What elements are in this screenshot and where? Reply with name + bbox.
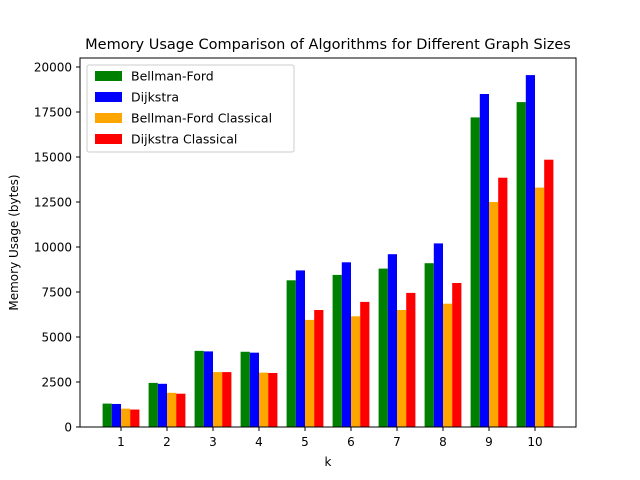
bar-dijkstra-k10 [525, 75, 535, 427]
bar-dijkstra-classical-k7 [406, 292, 416, 427]
bar-dijkstra-k7 [387, 254, 397, 427]
x-tick-label: 4 [255, 435, 263, 449]
legend-label: Dijkstra [131, 90, 179, 105]
x-tick-label: 1 [117, 435, 125, 449]
plot-bars [102, 75, 554, 428]
bar-bellman-ford-classical-k6 [351, 316, 361, 427]
bar-bellman-ford-classical-k2 [167, 392, 177, 427]
bar-bellman-ford-k2 [148, 382, 158, 427]
x-tick-label: 6 [347, 435, 355, 449]
y-tick-label: 12500 [34, 196, 72, 210]
bar-bellman-ford-classical-k5 [305, 319, 315, 427]
y-axis-label: Memory Usage (bytes) [7, 174, 21, 310]
x-axis-label: k [325, 455, 332, 469]
bar-dijkstra-classical-k8 [452, 283, 462, 427]
legend: Bellman-Ford Dijkstra Bellman-Ford Classic… [86, 64, 295, 153]
bar-dijkstra-k9 [479, 94, 489, 427]
bar-dijkstra-classical-k6 [360, 301, 370, 427]
bar-bellman-ford-classical-k8 [443, 303, 453, 427]
bar-bellman-ford-classical-k7 [397, 310, 407, 427]
y-tick-label: 5000 [41, 331, 72, 345]
bar-dijkstra-classical-k10 [544, 159, 554, 427]
bar-bellman-ford-k10 [516, 102, 526, 427]
bar-bellman-ford-k9 [470, 117, 480, 428]
bar-dijkstra-classical-k4 [268, 373, 278, 427]
y-axis-ticks: 0 2500 5000 7500 10000 12500 15000 17500 20000 [34, 61, 80, 435]
bar-dijkstra-classical-k2 [176, 393, 186, 427]
y-tick-label: 17500 [34, 106, 72, 120]
bar-dijkstra-classical-k5 [314, 310, 324, 427]
x-tick-label: 7 [393, 435, 401, 449]
bar-bellman-ford-classical-k1 [121, 408, 131, 427]
bar-dijkstra-k6 [341, 262, 351, 427]
bar-dijkstra-k5 [295, 270, 305, 427]
x-tick-label: 5 [301, 435, 309, 449]
bar-bellman-ford-k4 [240, 351, 250, 427]
legend-swatch [95, 134, 122, 144]
bar-bellman-ford-classical-k3 [213, 372, 223, 427]
bar-bellman-ford-classical-k10 [535, 187, 545, 427]
bar-dijkstra-k8 [433, 243, 443, 427]
x-tick-label: 8 [439, 435, 447, 449]
bar-bellman-ford-k7 [378, 268, 388, 427]
bar-bellman-ford-k1 [102, 403, 112, 427]
bar-bellman-ford-classical-k9 [489, 202, 499, 427]
y-tick-label: 15000 [34, 151, 72, 165]
legend-label: Bellman-Ford Classical [131, 111, 272, 126]
legend-label: Dijkstra Classical [131, 132, 237, 147]
bar-bellman-ford-k8 [424, 263, 434, 427]
x-tick-label: 2 [163, 435, 171, 449]
x-tick-label: 10 [527, 435, 542, 449]
bar-bellman-ford-k5 [286, 280, 296, 427]
bar-bellman-ford-k6 [332, 274, 342, 427]
legend-swatch [95, 113, 122, 123]
chart-title: Memory Usage Comparison of Algorithms fo… [85, 37, 571, 53]
bar-bellman-ford-k3 [194, 350, 204, 427]
legend-swatch [95, 71, 122, 81]
bar-dijkstra-classical-k3 [222, 372, 232, 427]
legend-box [86, 64, 295, 153]
bar-dijkstra-k3 [203, 351, 213, 427]
y-tick-label: 10000 [34, 241, 72, 255]
legend-label: Bellman-Ford [131, 69, 214, 84]
x-axis-ticks: 1 2 3 4 5 6 7 8 9 10 [117, 427, 543, 449]
bar-dijkstra-k2 [157, 383, 167, 427]
bar-dijkstra-k1 [111, 403, 121, 427]
legend-swatch [95, 92, 122, 102]
x-tick-label: 9 [485, 435, 493, 449]
y-tick-label: 2500 [41, 376, 72, 390]
y-tick-label: 20000 [34, 61, 72, 75]
bar-dijkstra-k4 [249, 352, 259, 427]
x-tick-label: 3 [209, 435, 217, 449]
plot-area-frame [79, 57, 577, 428]
bar-bellman-ford-classical-k4 [259, 372, 269, 427]
y-tick-label: 7500 [41, 286, 72, 300]
bar-dijkstra-classical-k9 [498, 177, 508, 427]
bar-dijkstra-classical-k1 [130, 409, 140, 427]
y-tick-label: 0 [64, 421, 72, 435]
